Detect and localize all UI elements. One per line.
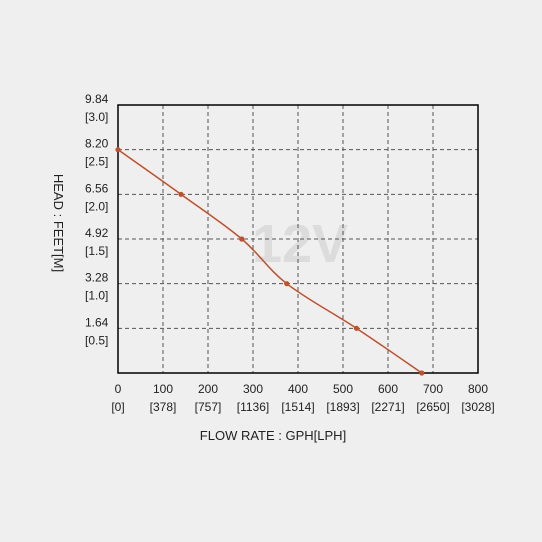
x-tick-label: 0 [115,382,122,396]
y-tick-labels: 1.64 [0.5] 3.28 [1.0] 4.92 [1.5] 6.56 [2.0] 8.20… [85,92,109,347]
y-tick-label: 8.20 [85,137,109,151]
data-point [284,281,290,287]
x-tick-sublabel: [3028] [461,400,494,414]
y-tick-label: 3.28 [85,271,109,285]
x-tick-label: 800 [468,382,488,396]
y-tick-sublabel: [1.5] [85,244,108,258]
x-tick-sublabel: [1893] [326,400,359,414]
x-tick-labels: 0 [0] 100 [378] 200 [757] 300 [1136] 400 [1514] 50… [111,382,494,414]
series-layer [115,147,425,376]
x-tick-label: 300 [243,382,263,396]
y-tick-sublabel: [2.5] [85,155,108,169]
plot-frame [117,104,479,374]
y-axis-title: HEAD : FEET[M] [51,174,66,272]
grid-lines [118,105,478,373]
data-point [419,370,425,376]
x-tick-label: 200 [198,382,218,396]
x-tick-sublabel: [0] [111,400,124,414]
y-tick-sublabel: [1.0] [85,289,108,303]
series-line [117,149,423,374]
x-tick-sublabel: [1136] [237,400,269,414]
x-tick-sublabel: [378] [150,400,177,414]
x-tick-sublabel: [2271] [371,400,404,414]
watermark-label: 12V [252,214,348,274]
x-tick-label: 500 [333,382,353,396]
data-point [178,191,184,197]
y-tick-sublabel: [0.5] [85,333,108,347]
x-tick-sublabel: [757] [195,400,222,414]
x-tick-label: 600 [378,382,398,396]
y-tick-sublabel: [2.0] [85,199,108,213]
x-tick-label: 400 [288,382,308,396]
y-tick-sublabel: [3.0] [85,110,108,124]
y-tick-label: 4.92 [85,226,109,240]
data-point [115,147,121,153]
x-tick-label: 700 [423,382,443,396]
x-axis-title: FLOW RATE : GPH[LPH] [200,428,346,443]
y-tick-label: 6.56 [85,181,109,195]
data-point [353,325,360,331]
x-tick-sublabel: [2650] [416,400,449,414]
y-tick-label: 1.64 [85,315,109,329]
data-point [239,236,245,242]
x-tick-sublabel: [1514] [281,400,314,414]
y-tick-label: 9.84 [85,92,109,106]
x-tick-label: 100 [153,382,173,396]
